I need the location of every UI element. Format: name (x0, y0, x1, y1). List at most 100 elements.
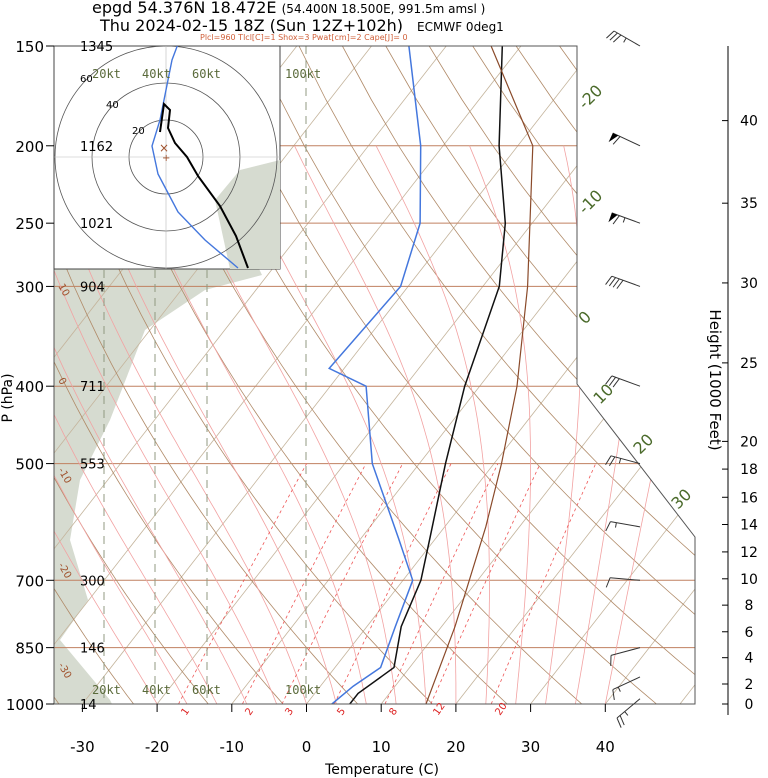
moist-adiabat (54, 145, 307, 704)
mixing-ratio-label: 2 (243, 706, 256, 718)
height-tick-label: 18 (740, 462, 758, 478)
wind-barb-staff (610, 455, 641, 465)
wind-barb-staff (611, 275, 641, 287)
y2-axis-title: Height (1000 Feet) (706, 309, 724, 450)
pressure-tick-label: 1000 (6, 696, 44, 714)
height-tick-label: 10 (740, 572, 758, 588)
wind-barb-feather (616, 717, 622, 728)
dry-adiabat (168, 46, 657, 704)
wind-barb-feather (605, 275, 613, 285)
height-level-label: 14 (80, 698, 97, 713)
height-tick-label: 2 (745, 677, 754, 693)
wind-barb-flag (608, 133, 619, 143)
height-level-label: 1162 (80, 140, 113, 155)
pressure-tick-label: 200 (15, 138, 44, 156)
isotherm-line (231, 46, 695, 704)
moist-adiabat (54, 145, 158, 704)
moist-adiabat (54, 145, 277, 704)
x-axis-title: Temperature (C) (324, 762, 439, 778)
dry-adiabat (255, 46, 695, 704)
wind-barb (616, 698, 641, 728)
wind-barb-staff (616, 698, 641, 719)
wind-barb-feather (619, 715, 625, 726)
moist-adiabat (54, 145, 188, 704)
wind-speed-label-bottom: 40kt (142, 683, 171, 697)
wind-barb-feather (605, 521, 611, 532)
isotherm-line (54, 46, 372, 704)
moist-adiabat (469, 145, 532, 704)
dry-adiabat (211, 46, 695, 704)
wind-barb-feather (605, 375, 613, 385)
station-detail: (54.400N 18.500E, 991.5m amsl ) (281, 2, 486, 16)
dry-adiabat (689, 46, 695, 704)
moist-adiabat (54, 145, 248, 704)
mixing-ratio-label: 5 (335, 706, 348, 718)
temperature-tick-label: -30 (70, 738, 95, 756)
wind-barb-feather (613, 34, 622, 43)
wind-barb-staff (610, 577, 641, 581)
wind-speed-label-bottom: 100kt (285, 683, 321, 697)
height-tick-label: 0 (745, 697, 754, 713)
height-tick-label: 6 (745, 625, 754, 641)
isotherm-label: 10 (589, 380, 617, 408)
wind-barb-feather (608, 456, 616, 467)
y-axis-title: P (hPa) (0, 373, 16, 422)
wind-barb-feather (612, 689, 615, 701)
wind-barb-staff (610, 521, 641, 528)
dry-adiabat (602, 46, 695, 704)
height-tick-label: 4 (745, 651, 754, 667)
wind-barb-feather (609, 32, 618, 41)
moist-adiabat (375, 145, 490, 704)
wind-barb-half (618, 458, 622, 464)
wind-barb-staff (612, 676, 641, 691)
dry-adiabat (54, 46, 358, 704)
height-tick-label: 8 (745, 598, 754, 614)
dry-adiabat (342, 46, 695, 704)
wind-barb (610, 647, 641, 666)
isotherm-label: -10 (574, 186, 606, 218)
dry-adiabat (124, 46, 583, 704)
wind-barb (608, 212, 641, 225)
wind-barb (605, 375, 641, 388)
pressure-tick-label: 700 (15, 572, 44, 590)
mixing-ratio-line (490, 463, 597, 704)
shaded-region (54, 250, 262, 704)
hodograph-marker: × (159, 141, 169, 155)
height-tick-label: 16 (740, 490, 758, 506)
pressure-tick-label: 150 (15, 38, 44, 56)
isotherm-line (530, 46, 695, 704)
hodograph-ring-label: 40 (106, 100, 119, 111)
height-tick-label: 14 (740, 518, 758, 534)
height-level-label: 904 (80, 280, 105, 295)
hodograph-dewpoint (151, 46, 239, 269)
wind-barb-staff (613, 30, 641, 47)
height-level-label: 1345 (80, 40, 113, 55)
wind-barb (612, 676, 641, 701)
pressure-tick-label: 850 (15, 640, 44, 658)
height-tick-label: 40 (740, 114, 758, 130)
wind-barb-feather (616, 279, 624, 289)
wind-speed-label-top: 100kt (285, 67, 321, 81)
wind-speed-label-bottom: 20kt (92, 683, 121, 697)
wind-barb-feather (606, 30, 615, 39)
dry-adiabat (385, 46, 695, 704)
moist-adiabat (54, 145, 218, 704)
mixing-ratio-line (384, 463, 499, 704)
wind-speed-label-bottom: 60kt (192, 683, 221, 697)
wind-barb (606, 30, 641, 47)
isotherm-line (306, 46, 695, 704)
isotherm-line (755, 46, 768, 704)
wind-barb-half (622, 217, 626, 223)
temperature-tick-label: 0 (302, 738, 312, 756)
height-tick-label: 20 (740, 434, 758, 450)
dewpoint-line (327, 46, 422, 704)
moist-adiabat (168, 145, 397, 704)
temperature-tick-label: 20 (446, 738, 465, 756)
wind-barb-staff (610, 647, 641, 656)
wind-barb-feather (612, 278, 620, 288)
temperature-tick-label: -10 (220, 738, 245, 756)
height-level-label: 300 (80, 574, 105, 589)
valid-time: Thu 2024-02-15 18Z (Sun 12Z+102h) (100, 16, 404, 35)
isotherm-label: 20 (629, 430, 657, 458)
mixing-ratio-label: 8 (387, 706, 400, 718)
